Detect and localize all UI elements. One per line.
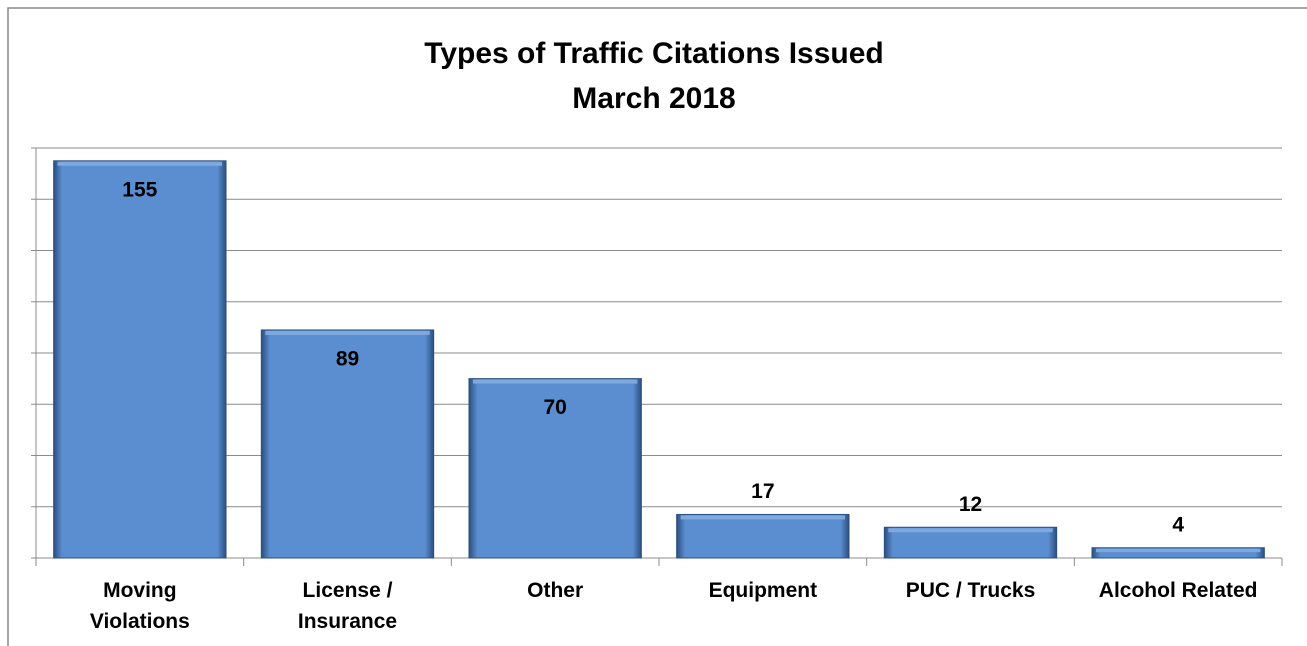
x-tick-label: Alcohol Related <box>1098 579 1258 602</box>
frame <box>7 7 1307 646</box>
x-tick-label: Equipment <box>708 579 818 602</box>
bar-bevel <box>680 515 846 520</box>
x-tick-label: License / Insurance <box>297 579 398 633</box>
x-tick-label: Other <box>527 579 584 602</box>
chart-title: Types of Traffic Citations Issued <box>424 37 884 70</box>
bar <box>883 526 1058 559</box>
data-label: 70 <box>543 396 566 419</box>
data-label: 89 <box>336 347 359 370</box>
bar <box>1091 547 1265 559</box>
chart-subtitle: March 2018 <box>572 82 735 115</box>
bar <box>468 378 642 559</box>
data-label: 4 <box>1172 513 1184 536</box>
bar <box>676 513 850 559</box>
data-label: 17 <box>751 480 774 503</box>
data-label: 155 <box>122 178 157 201</box>
x-tick-label: Moving Violations <box>89 579 190 633</box>
bar <box>260 329 435 559</box>
bar <box>53 160 227 559</box>
x-tick-label: PUC / Trucks <box>905 579 1036 602</box>
bar-bevel <box>888 528 1053 533</box>
bar-bevel <box>1095 548 1261 553</box>
bar-bevel <box>265 330 430 335</box>
data-label: 12 <box>959 493 982 516</box>
bar-bevel <box>57 161 223 166</box>
bar-bevel <box>472 379 638 384</box>
